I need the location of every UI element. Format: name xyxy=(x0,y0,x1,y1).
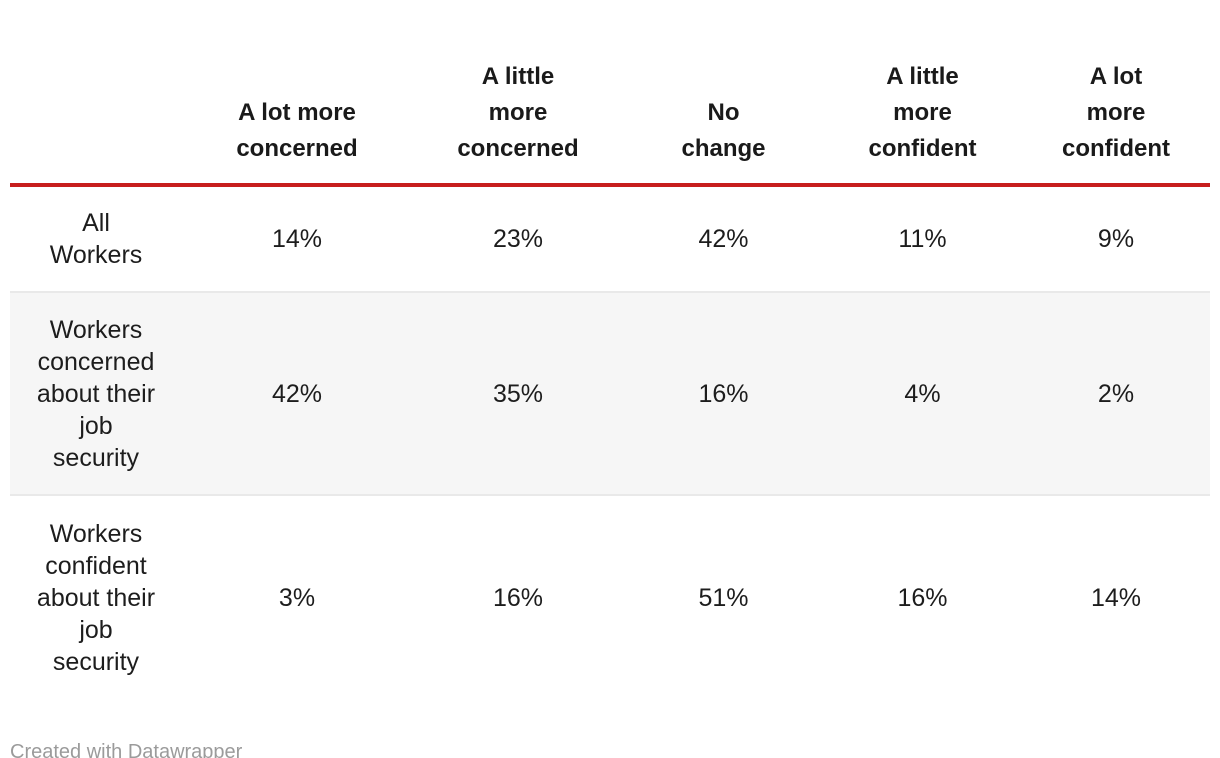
value-cell: 14% xyxy=(271,225,323,253)
row-label-workers-confident: Workers confident about their job securi… xyxy=(36,519,156,676)
value-cell: 51% xyxy=(698,583,749,612)
value-cell: 42% xyxy=(698,225,749,253)
table-row-all-workers: All Workers 14% 23% 42% 11% 9% xyxy=(10,185,1210,292)
column-header-a-lot-more-confident: A lot more confident xyxy=(1022,0,1210,187)
table-row-workers-confident: Workers confident about their job securi… xyxy=(10,495,1210,699)
table-row-workers-concerned: Workers concerned about their job securi… xyxy=(10,292,1210,495)
value-cell: 2% xyxy=(1097,379,1135,408)
value-cell: 9% xyxy=(1097,225,1135,253)
value-cell: 4% xyxy=(904,379,941,408)
value-cell: 16% xyxy=(698,379,749,408)
datawrapper-credit: Created with Datawrapper xyxy=(10,741,243,758)
survey-table: A lot more concerned A little more conce… xyxy=(10,0,1210,699)
value-cell: 11% xyxy=(898,225,947,253)
value-cell: 16% xyxy=(492,583,544,612)
row-label-workers-concerned: Workers concerned about their job securi… xyxy=(36,315,156,472)
table-header-row: A lot more concerned A little more conce… xyxy=(10,0,1210,187)
value-cell: 3% xyxy=(278,583,316,612)
value-cell: 35% xyxy=(492,379,544,408)
column-header-a-little-more-concerned: A little more concerned xyxy=(412,0,624,187)
value-cell: 23% xyxy=(492,225,544,253)
corner-cell xyxy=(10,0,182,187)
value-cell: 16% xyxy=(897,583,948,612)
column-header-a-lot-more-concerned: A lot more concerned xyxy=(182,0,412,187)
column-header-a-little-more-confident: A little more confident xyxy=(823,0,1022,187)
value-cell: 14% xyxy=(1090,583,1142,612)
value-cell: 42% xyxy=(271,379,323,408)
chart-container: A lot more concerned A little more conce… xyxy=(10,0,1210,758)
row-label-all-workers: All Workers xyxy=(49,209,143,269)
column-header-no-change: No change xyxy=(624,0,823,187)
